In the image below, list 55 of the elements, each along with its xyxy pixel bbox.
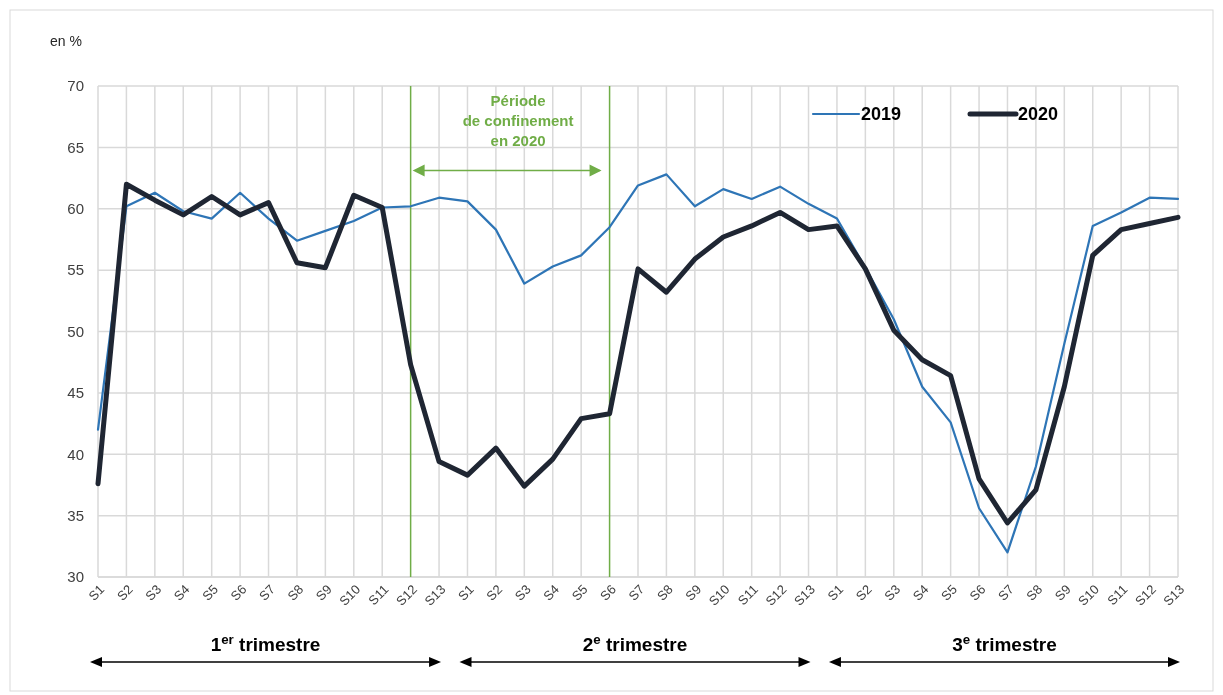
x-tick-label: S11 <box>365 581 392 609</box>
x-tick-label: S12 <box>1131 581 1159 609</box>
x-tick-label: S3 <box>511 581 534 604</box>
y-tick-label: 30 <box>67 568 84 586</box>
y-tick-label: 70 <box>67 77 84 95</box>
y-tick-label: 45 <box>67 384 84 402</box>
y-tick-label: 65 <box>67 138 84 156</box>
x-tick-label: S5 <box>199 581 222 604</box>
x-tick-label: S4 <box>170 581 193 604</box>
x-tick-label: S5 <box>568 581 591 604</box>
x-tick-label: S2 <box>852 581 875 604</box>
x-tick-label: S13 <box>421 581 449 609</box>
x-tick-label: S1 <box>85 581 108 604</box>
text: 3$^{e}$ trimestre <box>952 631 1057 655</box>
x-tick-label: S1 <box>824 581 847 604</box>
x-tick-label: S12 <box>762 581 790 609</box>
x-tick-label: S7 <box>994 581 1017 604</box>
x-tick-label: S2 <box>483 581 506 604</box>
x-tick-label: S10 <box>1075 581 1103 609</box>
x-tick-label: S1 <box>454 581 477 604</box>
x-tick-label: S10 <box>705 581 733 609</box>
x-tick-label: S13 <box>790 581 818 609</box>
y-tick-label: 55 <box>67 261 84 279</box>
x-tick-label: S6 <box>227 581 250 604</box>
legend-label: 2019 <box>861 104 902 125</box>
y-tick-label: 50 <box>67 322 84 340</box>
x-tick-label: S10 <box>336 581 364 609</box>
x-tick-label: S9 <box>1051 581 1074 604</box>
x-tick-label: S3 <box>881 581 904 604</box>
x-tick-label: S7 <box>625 581 648 604</box>
x-tick-label: S9 <box>682 581 705 604</box>
x-tick-label: S8 <box>1023 581 1046 604</box>
text: 1$^{er}$ trimestre <box>210 631 321 655</box>
x-tick-label: S6 <box>597 581 619 604</box>
x-tick-label: S8 <box>284 581 307 604</box>
text: 2$^{e}$ trimestre <box>582 631 688 655</box>
y-axis-title: en % <box>50 33 82 49</box>
x-tick-label: S6 <box>966 581 989 604</box>
y-tick-label: 40 <box>67 445 84 463</box>
y-tick-label: 35 <box>67 506 84 524</box>
x-tick-label: S4 <box>909 581 932 604</box>
x-tick-label: S4 <box>540 581 563 604</box>
x-tick-label: S13 <box>1160 581 1188 609</box>
x-tick-label: S7 <box>256 581 278 604</box>
x-tick-label: S11 <box>734 581 762 609</box>
x-tick-label: S5 <box>938 581 960 604</box>
annotation: Période de confinement en 2020 <box>462 92 574 149</box>
legend-label: 2020 <box>1018 104 1059 125</box>
x-tick-label: S9 <box>312 581 335 604</box>
x-tick-label: S3 <box>142 581 165 604</box>
x-tick-label: S12 <box>393 581 420 609</box>
x-tick-label: S11 <box>1104 581 1131 609</box>
y-tick-label: 60 <box>67 200 84 217</box>
x-tick-label: S8 <box>653 581 676 604</box>
x-tick-label: S2 <box>113 581 136 604</box>
